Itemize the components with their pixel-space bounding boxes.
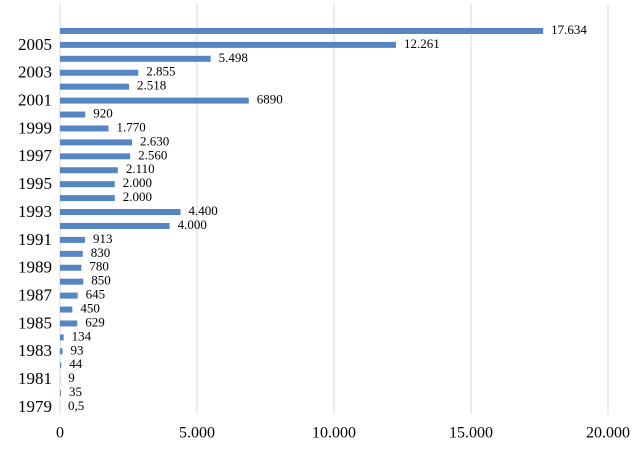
x-tick-label: 5.000 <box>179 425 215 442</box>
value-label: 2.518 <box>137 78 166 93</box>
y-tick-label: 1985 <box>18 313 52 332</box>
value-label: 2.630 <box>140 133 169 148</box>
bar <box>60 69 139 76</box>
x-tick-label: 10.000 <box>312 425 356 442</box>
bar <box>60 83 129 90</box>
bar <box>60 362 62 369</box>
value-label: 645 <box>86 287 106 302</box>
value-label: 4.000 <box>178 217 207 232</box>
bar <box>60 292 78 299</box>
value-label: 6890 <box>257 92 283 107</box>
y-tick-label: 1983 <box>18 341 52 360</box>
value-label: 9 <box>68 370 75 385</box>
bar <box>60 320 78 327</box>
value-label: 12.261 <box>404 36 440 51</box>
bar <box>60 334 64 341</box>
value-label: 93 <box>71 342 84 357</box>
bar <box>60 236 86 243</box>
value-label: 1.770 <box>116 119 145 134</box>
value-label: 44 <box>69 356 83 371</box>
value-label: 2.110 <box>126 161 155 176</box>
value-label: 2.855 <box>146 64 175 79</box>
bar <box>60 348 63 355</box>
value-label: 17.634 <box>551 22 587 37</box>
y-tick-label: 1999 <box>18 118 52 137</box>
y-tick-label: 2003 <box>18 63 52 82</box>
y-tick-label: 1991 <box>18 230 52 249</box>
bar <box>60 167 118 174</box>
y-tick-label: 1993 <box>18 202 52 221</box>
bar <box>60 390 61 397</box>
bar <box>60 306 73 313</box>
y-tick-label: 1979 <box>18 397 52 416</box>
bar <box>60 250 83 257</box>
value-label: 629 <box>85 314 105 329</box>
value-label: 913 <box>93 231 113 246</box>
value-label: 4.400 <box>189 203 218 218</box>
bar <box>60 97 249 104</box>
x-tick-label: 0 <box>56 425 64 442</box>
y-tick-label: 1987 <box>18 286 53 305</box>
value-label: 920 <box>93 106 113 121</box>
x-tick-label: 15.000 <box>449 425 493 442</box>
value-label: 850 <box>91 273 111 288</box>
bar <box>60 139 133 146</box>
bar <box>60 111 86 118</box>
y-tick-label: 1981 <box>18 369 52 388</box>
bar <box>60 41 396 48</box>
bar <box>60 264 82 271</box>
y-tick-label: 2001 <box>18 91 52 110</box>
bar <box>60 278 84 285</box>
bar <box>60 195 115 202</box>
value-label: 830 <box>91 245 111 260</box>
bar <box>60 209 181 216</box>
y-tick-label: 1997 <box>18 146 53 165</box>
value-label: 5.498 <box>219 50 248 65</box>
x-tick-label: 20.000 <box>586 425 630 442</box>
y-tick-label: 2005 <box>18 35 52 54</box>
value-label: 2.000 <box>123 175 152 190</box>
y-tick-label: 1989 <box>18 258 52 277</box>
value-label: 450 <box>80 301 100 316</box>
value-label: 35 <box>69 384 82 399</box>
bar <box>60 153 131 160</box>
value-label: 134 <box>72 328 92 343</box>
value-label: 2.560 <box>138 147 167 162</box>
bar <box>60 125 109 132</box>
y-tick-label: 1995 <box>18 174 52 193</box>
bar <box>60 181 115 188</box>
bar <box>60 55 211 62</box>
value-label: 0,5 <box>68 398 84 413</box>
bar <box>60 27 544 34</box>
bar <box>60 222 170 229</box>
value-label: 2.000 <box>123 189 152 204</box>
value-label: 780 <box>89 259 109 274</box>
